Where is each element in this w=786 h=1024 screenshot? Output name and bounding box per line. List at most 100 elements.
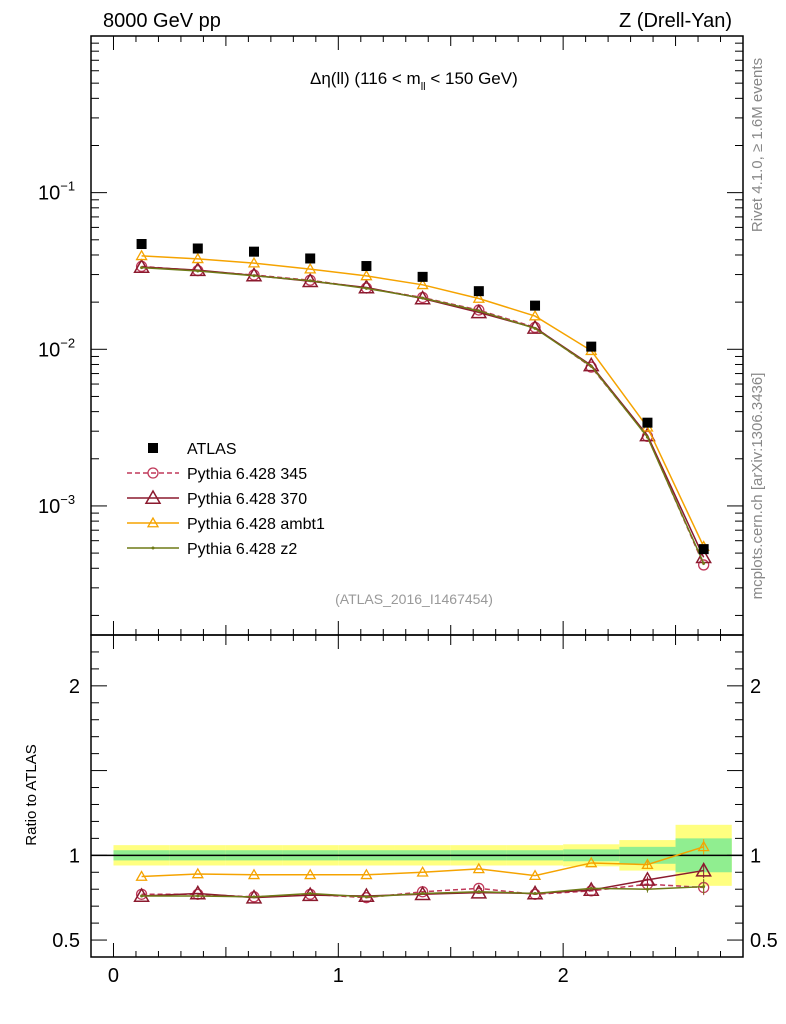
ratio-y-tick-label-right: 1 [750, 845, 761, 867]
legend-label-0: Pythia 6.428 345 [187, 466, 307, 483]
ratio-point-0 [473, 882, 485, 895]
ratio-point-2 [135, 870, 148, 881]
plot-title: Δη(ll) (116 < mll < 150 GeV) [310, 69, 518, 93]
ratio-point-3 [252, 895, 256, 899]
ratio-y-tick-label: 0.5 [52, 930, 80, 952]
ratio-point-2 [304, 868, 317, 880]
data-point [642, 417, 653, 428]
plot-title-main: Δη(ll) (116 < m [310, 69, 421, 88]
main-y-tick-base: 10 [38, 339, 60, 361]
ratio-point-2 [247, 868, 261, 880]
ratio-y-tick-label-right: 0.5 [750, 930, 778, 952]
legend-label-data: ATLAS [187, 441, 237, 458]
ratio-point-3 [533, 891, 537, 895]
series-point-3 [533, 326, 537, 330]
legend-marker-0 [147, 467, 159, 479]
ratio-point-1 [133, 887, 150, 902]
series-point-3 [252, 274, 256, 278]
data-point [361, 261, 372, 272]
legend: ATLAS Pythia 6.428 345 Pythia 6.428 370 Pyt… [127, 441, 325, 558]
data-point [417, 271, 428, 282]
data-point [586, 341, 597, 352]
series-point-3 [702, 561, 706, 565]
series-point-2 [304, 262, 317, 274]
ratio-point-2 [472, 862, 485, 874]
legend-marker-data [148, 443, 158, 453]
data-point [136, 239, 147, 250]
side-label-mcplots: mcplots.cern.ch [arXiv:1306.3436] [749, 373, 766, 600]
x-tick-label: 1 [333, 965, 344, 987]
main-y-tick-exponent: −2 [60, 335, 75, 350]
side-label-rivet: Rivet 4.1.0, ≥ 1.6M events [749, 58, 766, 232]
ratio-point-2 [360, 868, 373, 880]
series-point-1 [189, 261, 207, 277]
data-point [305, 253, 316, 264]
series-point-1 [133, 258, 150, 274]
legend-label-2: Pythia 6.428 ambt1 [187, 516, 325, 533]
series-line-2 [141, 255, 705, 547]
series-point-3 [477, 309, 481, 313]
series-point-2 [528, 309, 542, 321]
legend-marker-2 [146, 516, 160, 528]
series-point-2 [472, 292, 485, 303]
ratio-line-0 [141, 883, 704, 899]
series-point-3 [196, 269, 200, 273]
plot-title-subscript: ll [421, 81, 426, 93]
data-point [249, 246, 259, 257]
legend-label-3: Pythia 6.428 z2 [187, 541, 297, 558]
ratio-point-3 [196, 894, 200, 898]
ratio-point-3 [589, 886, 593, 890]
ratio-point-3 [140, 894, 144, 898]
series-point-3 [364, 286, 368, 290]
series-point-0 [698, 559, 710, 571]
main-panel: 10−110−210−3 [38, 35, 744, 636]
series-point-1 [358, 278, 375, 294]
x-tick-label: 0 [108, 965, 119, 987]
series-point-1 [245, 266, 263, 282]
ratio-point-3 [421, 891, 425, 895]
ratio-y-tick-label: 1 [69, 845, 80, 867]
ratio-axis-label: Ratio to ATLAS [23, 744, 40, 845]
series-point-3 [645, 435, 649, 439]
ratio-y-tick-label: 2 [69, 676, 80, 698]
ratio-point-2 [528, 869, 542, 881]
ratio-line-2 [141, 846, 704, 878]
plot-title-end: < 150 GeV) [426, 69, 518, 88]
main-y-tick-label: 10−1 [38, 179, 75, 205]
header-right-label: Z (Drell-Yan) [619, 10, 732, 32]
ratio-point-1 [358, 887, 375, 902]
ratio-point-2 [416, 865, 429, 877]
series-point-2 [416, 278, 429, 290]
series-point-3 [421, 296, 425, 300]
series-point-2 [191, 252, 204, 264]
main-y-tick-exponent: −1 [60, 179, 75, 194]
x-tick-label: 2 [558, 965, 569, 987]
ratio-point-3 [477, 890, 481, 894]
series-point-3 [140, 266, 144, 270]
ratio-panel-frame [90, 634, 744, 958]
series-point-2 [135, 249, 148, 261]
legend-marker-3 [151, 546, 155, 550]
main-y-tick-base: 10 [38, 496, 60, 518]
ratio-point-3 [364, 895, 368, 899]
data-point [530, 300, 541, 311]
legend-marker-1 [144, 489, 162, 504]
ratio-panel: 0 1 2 0.5 0.5 1 1 2 2 [52, 634, 778, 987]
series-line-1 [141, 266, 705, 558]
series-point-3 [589, 364, 593, 368]
ratio-point-1 [189, 884, 207, 900]
analysis-id-label: (ATLAS_2016_I1467454) [335, 591, 493, 607]
ratio-y-tick-label-right: 2 [750, 676, 761, 698]
legend-label-1: Pythia 6.428 370 [187, 491, 307, 508]
main-y-tick-exponent: −3 [60, 492, 75, 507]
ratio-point-2 [641, 858, 654, 870]
main-y-tick-base: 10 [38, 183, 60, 205]
main-y-tick-label: 10−3 [38, 492, 75, 518]
data-point [192, 243, 203, 254]
header-left-label: 8000 GeV pp [103, 10, 221, 32]
data-point [473, 286, 484, 297]
main-y-tick-label: 10−2 [38, 335, 75, 361]
ratio-point-3 [308, 891, 312, 895]
series-point-2 [360, 269, 373, 281]
